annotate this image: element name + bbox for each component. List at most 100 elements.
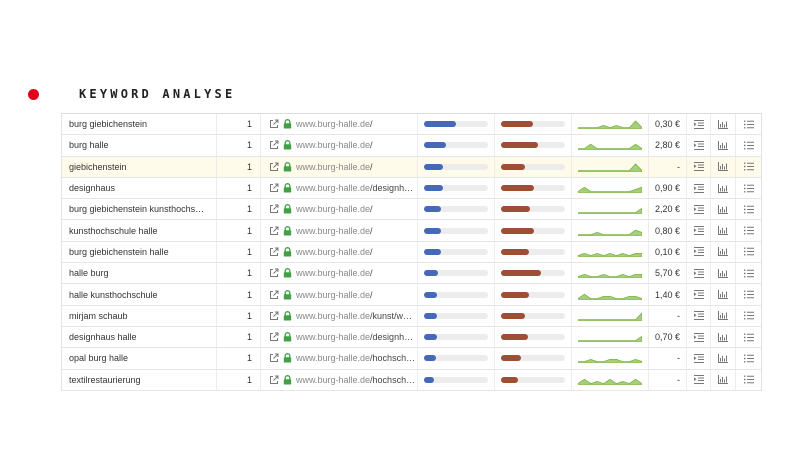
bar-chart-icon[interactable]: [711, 263, 736, 284]
table-row: burg giebichenstein 1 www.burg-halle.de/0,…: [62, 114, 761, 136]
indent-icon[interactable]: [687, 199, 711, 220]
table-row: designhaus halle 1 www.burg-halle.de/desig…: [62, 326, 761, 349]
bar-chart-icon[interactable]: [711, 284, 736, 305]
list-icon[interactable]: [736, 327, 761, 347]
url-path: /: [370, 140, 373, 151]
competition-bar: [501, 334, 565, 341]
bar-chart-icon[interactable]: [711, 369, 736, 390]
external-link-icon[interactable]: [269, 204, 283, 214]
table-row: opal burg halle 1 www.burg-halle.de/hochsc…: [62, 348, 761, 370]
list-icon[interactable]: [736, 306, 761, 326]
external-link-icon[interactable]: [269, 226, 283, 236]
url-cell: www.burg-halle.de /: [261, 284, 418, 305]
list-icon[interactable]: [736, 370, 761, 390]
keyword-cell: halle kunsthochschule: [62, 284, 217, 305]
external-link-icon[interactable]: [269, 140, 283, 150]
bar-chart-icon[interactable]: [711, 156, 736, 177]
external-link-icon[interactable]: [269, 311, 283, 321]
keyword-cell: kunsthochschule halle: [62, 220, 217, 241]
list-icon[interactable]: [736, 135, 761, 155]
traffic-bar: [424, 121, 488, 128]
trend-sparkline: [572, 263, 649, 284]
cpc-cell: 0,80 €: [649, 220, 687, 241]
external-link-icon[interactable]: [269, 247, 283, 257]
url-domain: www.burg-halle.de: [296, 268, 371, 279]
keyword-cell: mirjam schaub: [62, 305, 217, 326]
competition-bar-fill: [501, 248, 530, 255]
indent-icon[interactable]: [687, 114, 711, 135]
bar-chart-icon[interactable]: [711, 135, 736, 156]
traffic-bar: [424, 185, 488, 192]
position-cell: 1: [217, 241, 261, 263]
indent-icon[interactable]: [687, 369, 711, 390]
list-icon[interactable]: [736, 348, 761, 368]
indent-icon[interactable]: [687, 348, 711, 369]
list-icon[interactable]: [736, 114, 761, 134]
list-icon[interactable]: [736, 199, 761, 219]
traffic-bar: [424, 163, 488, 170]
competition-bar-fill: [501, 206, 531, 213]
competition-bar-cell: [495, 305, 572, 326]
indent-icon[interactable]: [687, 241, 711, 263]
url-path: /: [370, 268, 373, 279]
external-link-icon[interactable]: [269, 290, 283, 300]
competition-bar: [501, 163, 565, 170]
bar-chart-icon[interactable]: [711, 199, 736, 220]
indent-icon[interactable]: [687, 135, 711, 156]
traffic-bar-fill: [424, 206, 442, 213]
indent-icon[interactable]: [687, 177, 711, 199]
bar-chart-icon[interactable]: [711, 220, 736, 241]
table-row: burg giebichenstein kunsthochs… 1 www.burg…: [62, 199, 761, 221]
position-cell: 1: [217, 156, 261, 177]
list-icon[interactable]: [736, 178, 761, 198]
bar-chart-icon[interactable]: [711, 348, 736, 369]
position-cell: 1: [217, 369, 261, 390]
external-link-icon[interactable]: [269, 375, 283, 385]
external-link-icon[interactable]: [269, 183, 283, 193]
cpc-cell: -: [649, 369, 687, 390]
bar-chart-icon[interactable]: [711, 326, 736, 348]
traffic-bar-fill: [424, 270, 439, 277]
trend-sparkline: [572, 305, 649, 326]
competition-bar: [501, 206, 565, 213]
list-icon[interactable]: [736, 220, 761, 240]
url-cell: www.burg-halle.de /: [261, 114, 418, 135]
competition-bar-cell: [495, 199, 572, 220]
competition-bar: [501, 185, 565, 192]
bar-chart-icon[interactable]: [711, 114, 736, 135]
list-icon[interactable]: [736, 263, 761, 283]
indent-icon[interactable]: [687, 305, 711, 326]
indent-icon[interactable]: [687, 156, 711, 177]
lock-icon: [283, 353, 296, 363]
external-link-icon[interactable]: [269, 332, 283, 342]
competition-bar-fill: [501, 334, 528, 341]
lock-icon: [283, 183, 296, 193]
position-cell: 1: [217, 326, 261, 348]
traffic-bar-cell: [418, 241, 495, 263]
indent-icon[interactable]: [687, 220, 711, 241]
traffic-bar-cell: [418, 199, 495, 220]
list-icon[interactable]: [736, 242, 761, 262]
external-link-icon[interactable]: [269, 268, 283, 278]
url-cell: www.burg-halle.de/designh…: [261, 326, 418, 348]
external-link-icon[interactable]: [269, 353, 283, 363]
url-cell: www.burg-halle.de /: [261, 156, 418, 177]
indent-icon[interactable]: [687, 326, 711, 348]
competition-bar: [501, 270, 565, 277]
keyword-cell: giebichenstein: [62, 156, 217, 177]
list-icon[interactable]: [736, 284, 761, 304]
lock-icon: [283, 332, 296, 342]
list-icon[interactable]: [736, 157, 761, 177]
url-path: /: [370, 289, 373, 300]
bar-chart-icon[interactable]: [711, 305, 736, 326]
bar-chart-icon[interactable]: [711, 177, 736, 199]
url-path: /kunst/w…: [370, 310, 413, 321]
lock-icon: [283, 161, 296, 172]
indent-icon[interactable]: [687, 284, 711, 305]
external-link-icon[interactable]: [269, 119, 283, 129]
competition-bar-cell: [495, 369, 572, 390]
external-link-icon[interactable]: [269, 162, 283, 172]
bar-chart-icon[interactable]: [711, 241, 736, 263]
indent-icon[interactable]: [687, 263, 711, 284]
cpc-cell: 1,40 €: [649, 284, 687, 305]
